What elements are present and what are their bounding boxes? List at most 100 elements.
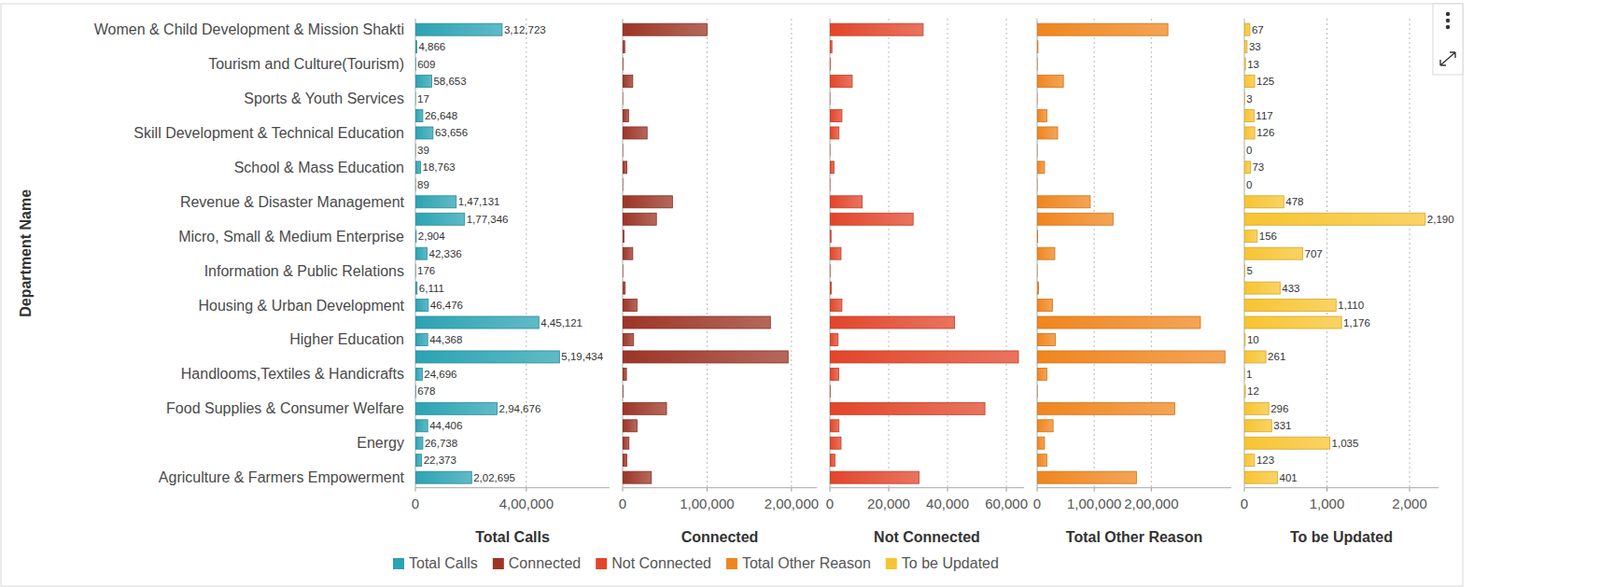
bar[interactable] [1037,75,1064,88]
bar[interactable] [1037,212,1113,225]
bar[interactable] [1037,196,1091,209]
bar[interactable] [829,161,834,174]
bar[interactable] [415,265,417,278]
bar[interactable] [829,92,831,105]
bar[interactable] [1037,57,1039,71]
bar[interactable] [1244,41,1248,54]
bar[interactable] [1037,299,1053,312]
bar[interactable] [415,436,423,450]
bar[interactable] [829,367,839,380]
bar[interactable] [1037,402,1175,415]
bar[interactable] [829,57,831,71]
bar[interactable] [829,41,832,54]
bar[interactable] [829,212,913,225]
bar[interactable] [622,402,667,415]
bar[interactable] [622,471,652,484]
bar[interactable] [1244,454,1255,467]
bar[interactable] [829,299,843,312]
bar[interactable] [829,454,835,467]
bar[interactable] [1037,110,1047,123]
bar[interactable] [1244,299,1336,312]
bar[interactable] [1037,454,1047,467]
bar[interactable] [829,230,831,243]
bar[interactable] [622,316,771,329]
bar[interactable] [1244,143,1246,156]
bar[interactable] [622,299,637,312]
bar[interactable] [415,178,417,191]
bar[interactable] [1037,126,1058,140]
bar[interactable] [829,333,839,346]
bar[interactable] [1244,212,1426,225]
bar[interactable] [1037,230,1039,243]
bar[interactable] [829,196,863,209]
bar[interactable] [415,402,498,415]
bar[interactable] [415,23,503,36]
bar[interactable] [622,92,624,105]
bar[interactable] [622,247,633,260]
bar[interactable] [622,281,626,295]
bar[interactable] [1037,265,1039,278]
legend-label[interactable]: Connected [508,555,581,572]
bar[interactable] [622,385,624,398]
bar[interactable] [415,247,428,260]
bar[interactable] [622,23,707,36]
bar[interactable] [1244,333,1246,346]
bar[interactable] [1037,333,1056,346]
bar[interactable] [1244,420,1272,433]
bar[interactable] [1244,367,1246,380]
bar[interactable] [415,420,428,433]
bar[interactable] [1037,420,1053,433]
bar[interactable] [1037,161,1045,174]
bar[interactable] [622,420,637,433]
bar[interactable] [415,212,465,225]
bar[interactable] [415,230,417,243]
bar[interactable] [1037,471,1137,484]
bar[interactable] [622,196,673,209]
bar[interactable] [415,143,417,156]
bar[interactable] [415,471,472,484]
bar[interactable] [1037,367,1047,380]
bar[interactable] [415,385,417,398]
bar[interactable] [1037,247,1055,260]
bar[interactable] [829,385,831,398]
bar[interactable] [415,316,539,329]
bar[interactable] [622,367,627,380]
bar[interactable] [622,178,624,191]
bar[interactable] [415,350,560,364]
bar[interactable] [1244,316,1342,329]
bar[interactable] [415,299,429,312]
bar[interactable] [622,41,625,54]
bar[interactable] [415,161,422,174]
bar[interactable] [415,367,422,380]
bar[interactable] [1037,92,1039,105]
bar[interactable] [622,110,629,123]
bar[interactable] [415,57,417,71]
bar[interactable] [829,143,831,156]
bar[interactable] [829,402,985,415]
bar[interactable] [1244,75,1255,88]
bar[interactable] [622,75,633,88]
bar[interactable] [1244,178,1246,191]
bar[interactable] [415,41,417,54]
bar[interactable] [1037,143,1039,156]
bar[interactable] [1037,350,1225,364]
bar[interactable] [1244,23,1250,36]
bar[interactable] [1244,126,1255,140]
bar[interactable] [1037,178,1039,191]
legend-label[interactable]: Not Connected [611,555,712,572]
bar[interactable] [829,110,843,123]
bar[interactable] [829,247,842,260]
legend-label[interactable]: Total Other Reason [742,555,871,572]
bar[interactable] [622,161,628,174]
bar[interactable] [829,75,853,88]
bar[interactable] [1244,92,1246,105]
bar[interactable] [1037,41,1039,54]
bar[interactable] [1244,350,1266,364]
bar[interactable] [415,454,422,467]
bar[interactable] [1037,385,1039,398]
legend-label[interactable]: To be Updated [901,555,999,572]
bar[interactable] [1244,110,1254,123]
bar[interactable] [415,75,432,88]
bar[interactable] [415,110,423,123]
bar[interactable] [622,265,624,278]
